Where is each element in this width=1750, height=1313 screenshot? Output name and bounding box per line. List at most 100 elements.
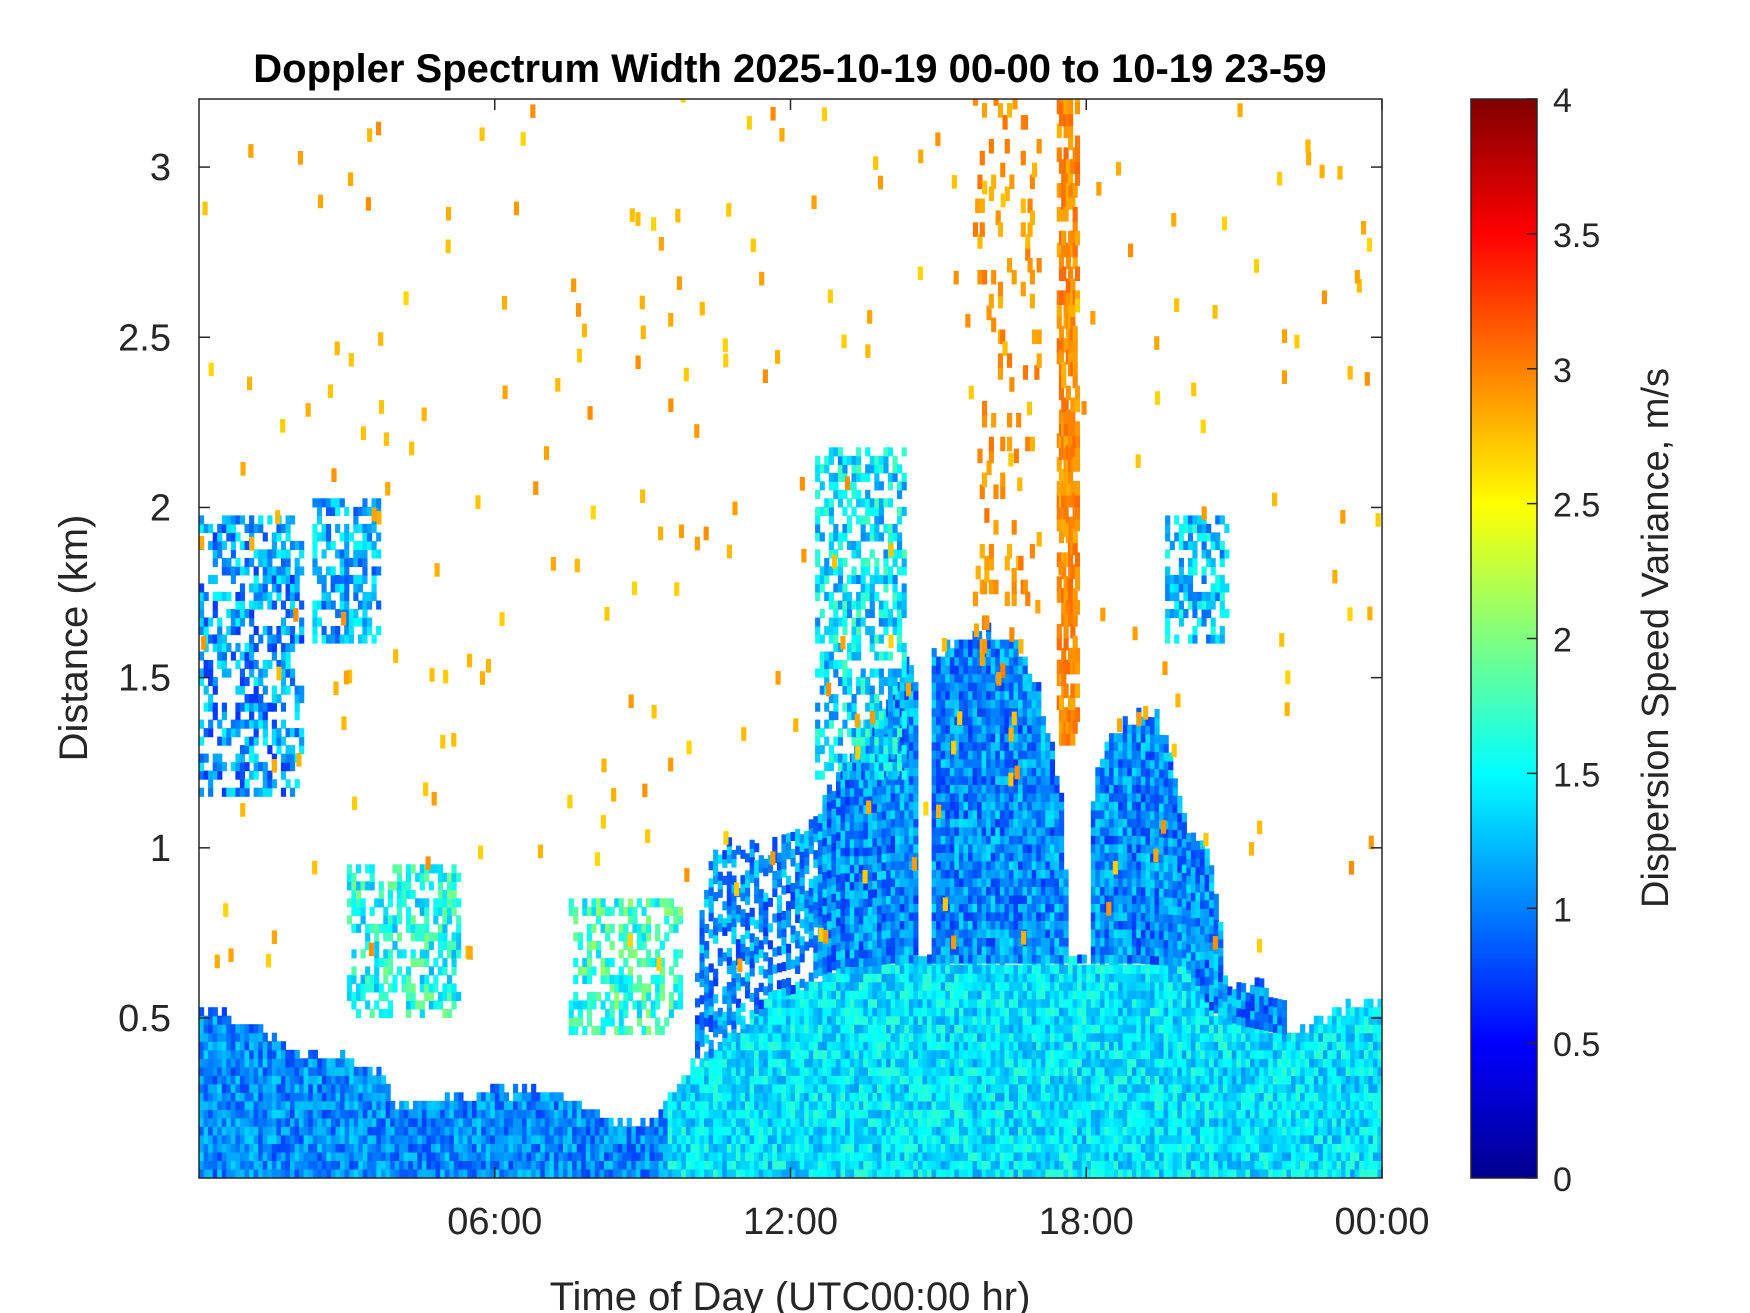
- heatmap-cell: [754, 1024, 760, 1034]
- heatmap-cell: [1122, 1015, 1128, 1025]
- heatmap-cell: [331, 1092, 337, 1102]
- heatmap-cell: [917, 1015, 924, 1025]
- heatmap-cell: [977, 1058, 983, 1068]
- heatmap-cell: [986, 1049, 992, 1059]
- heatmap-cell: [499, 1117, 505, 1127]
- heatmap-cell: [635, 1151, 641, 1162]
- heatmap-cell: [1209, 1134, 1215, 1145]
- heatmap-cell: [1090, 1092, 1096, 1102]
- heatmap-cell: [767, 1168, 773, 1178]
- heatmap-cell: [758, 1032, 764, 1042]
- heatmap-cell: [1250, 1117, 1256, 1127]
- heatmap-cell: [308, 1117, 314, 1127]
- heatmap-cell: [203, 1049, 209, 1059]
- heatmap-cell: [995, 1168, 1001, 1178]
- heatmap-cell: [1063, 981, 1069, 991]
- heatmap-cell: [758, 1049, 764, 1059]
- heatmap-cell: [754, 860, 760, 870]
- heatmap-cell: [262, 1151, 268, 1162]
- heatmap-cell: [1145, 1092, 1151, 1102]
- heatmap-cell: [986, 1024, 992, 1034]
- heatmap-cell: [444, 1100, 450, 1110]
- heatmap-cell: [399, 1134, 405, 1145]
- heatmap-cell: [1227, 1143, 1233, 1153]
- heatmap-cell: [754, 1168, 760, 1178]
- heatmap-cell: [995, 1134, 1001, 1145]
- heatmap-cell: [804, 1083, 810, 1093]
- heatmap-cell: [826, 1024, 833, 1034]
- heatmap-cell: [899, 964, 905, 974]
- heatmap-cell: [499, 1083, 505, 1093]
- heatmap-cell: [1004, 1024, 1010, 1034]
- heatmap-cell: [795, 1160, 801, 1170]
- heatmap-cell: [758, 1075, 764, 1085]
- heatmap-cell: [786, 1041, 792, 1051]
- heatmap-cell: [799, 834, 805, 844]
- heatmap-cell: [890, 1032, 896, 1042]
- heatmap-cell: [1045, 1075, 1051, 1085]
- heatmap-cell: [649, 1143, 655, 1153]
- heatmap-cell: [1318, 1075, 1324, 1085]
- heatmap-cell: [1118, 973, 1124, 983]
- heatmap-cell: [1254, 1117, 1260, 1127]
- heatmap-cell: [453, 1134, 459, 1145]
- heatmap-cell: [217, 1049, 223, 1059]
- heatmap-cell: [790, 990, 796, 1000]
- heatmap-cell: [230, 1134, 236, 1145]
- heatmap-cell: [1095, 964, 1101, 974]
- heatmap-cell: [244, 1134, 250, 1145]
- heatmap-cell: [986, 1151, 992, 1162]
- heatmap-cell: [1281, 1109, 1288, 1119]
- heatmap-cell: [1250, 1092, 1256, 1102]
- heatmap-cell: [781, 1092, 787, 1102]
- heatmap-cell: [854, 1075, 860, 1085]
- heatmap-cell: [863, 1126, 869, 1136]
- heatmap-cell: [754, 885, 760, 895]
- heatmap-cell: [290, 1109, 296, 1119]
- heatmap-cell: [1236, 1151, 1242, 1162]
- heatmap-cell: [1145, 1032, 1151, 1042]
- heatmap-cell: [890, 973, 896, 983]
- heatmap-cell: [1090, 1066, 1096, 1076]
- heatmap-cell: [731, 858, 737, 868]
- heatmap-cell: [936, 1109, 942, 1119]
- heatmap-cell: [845, 1007, 851, 1017]
- heatmap-cell: [1186, 1024, 1192, 1034]
- heatmap-cell: [913, 998, 919, 1008]
- heatmap-cell: [917, 1024, 924, 1034]
- heatmap-cell: [690, 1117, 696, 1127]
- heatmap-cell: [731, 1117, 737, 1127]
- heatmap-cell: [663, 1109, 669, 1119]
- heatmap-cell: [931, 1024, 937, 1034]
- heatmap-cell: [972, 973, 978, 983]
- heatmap-cell: [199, 1151, 205, 1162]
- heatmap-cell: [726, 1016, 732, 1026]
- heatmap-cell: [458, 1168, 464, 1178]
- heatmap-cell: [1063, 1041, 1069, 1051]
- heatmap-cell: [817, 1117, 823, 1127]
- heatmap-cell: [931, 1143, 937, 1153]
- heatmap-cell: [253, 1058, 259, 1068]
- heatmap-cell: [462, 1100, 469, 1110]
- heatmap-cell: [522, 1143, 528, 1153]
- heatmap-cell: [1200, 1058, 1206, 1068]
- heatmap-cell: [1140, 1049, 1146, 1059]
- heatmap-cell: [881, 1058, 887, 1068]
- heatmap-cell: [1109, 1049, 1115, 1059]
- heatmap-cell: [1054, 1049, 1060, 1059]
- heatmap-cell: [858, 964, 864, 974]
- heatmap-cell: [381, 1126, 387, 1136]
- heatmap-cell: [854, 1032, 860, 1042]
- heatmap-cell: [754, 1004, 760, 1015]
- heatmap-cell: [1377, 1015, 1382, 1025]
- heatmap-cell: [1231, 1083, 1237, 1093]
- heatmap-cell: [1031, 1024, 1037, 1034]
- heatmap-cell: [799, 1058, 805, 1068]
- heatmap-cell: [1059, 1151, 1065, 1162]
- heatmap-cell: [1045, 1024, 1051, 1034]
- heatmap-cell: [831, 1160, 837, 1170]
- heatmap-cell: [999, 964, 1005, 974]
- heatmap-cell: [1268, 1083, 1274, 1093]
- heatmap-cell: [899, 973, 905, 983]
- heatmap-cell: [1049, 1143, 1056, 1153]
